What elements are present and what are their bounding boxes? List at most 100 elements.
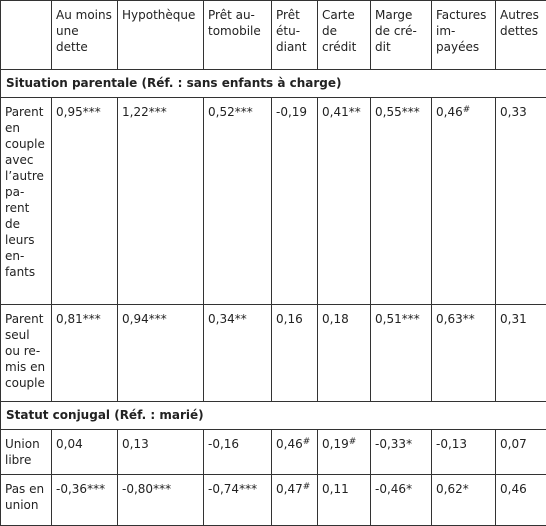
row-label: Parent seul ou re-mis en couple [0,304,52,402]
table-cell: 0,51*** [370,304,432,402]
significance-marker: *** [148,312,167,326]
table-cell: 0,94*** [117,304,204,402]
significance-marker: *** [239,482,258,496]
table-cell: 0,46# [271,429,318,475]
header-empty-cell [0,0,52,70]
table-cell: -0,80*** [117,474,204,526]
row-label: Parent en couple avec l’autre pa-rent de… [0,97,52,305]
cell-value: -0,13 [436,437,468,451]
significance-marker: *** [401,312,420,326]
cell-value: 0,55 [375,105,402,119]
table-cell: 0,46# [431,97,496,305]
cell-value: 0,46 [436,105,463,119]
cell-value: -0,36 [56,482,88,496]
significance-marker: # [302,482,311,492]
table-cell: -0,13 [431,429,496,475]
cell-value: 0,52 [208,105,235,119]
table-cell: 0,52*** [203,97,272,305]
table-cell: 0,46 [495,474,546,526]
table-row: Pas en union -0,36*** -0,80*** -0,74*** … [0,474,546,526]
cell-value: 0,19 [322,437,349,451]
table-cell: 1,22*** [117,97,204,305]
cell-value: 0,46 [500,482,527,496]
header-pret-etudiant: Prêt étu-diant [271,0,318,70]
table-cell: 0,13 [117,429,204,475]
cell-value: -0,16 [208,437,240,451]
header-hypotheque: Hypothèque [117,0,204,70]
cell-value: 0,94 [122,312,149,326]
table-cell: 0,81*** [51,304,118,402]
cell-value: 0,63 [436,312,463,326]
table-cell: 0,07 [495,429,546,475]
table-cell: 0,16 [271,304,318,402]
cell-value: 0,46 [276,437,303,451]
section-row: Situation parentale (Réf. : sans enfants… [0,69,546,98]
cell-value: 0,62 [436,482,463,496]
table-cell: 0,62* [431,474,496,526]
header-marge-de-credit: Marge de cré-dit [370,0,432,70]
table-cell: 0,18 [317,304,371,402]
significance-marker: * [406,437,413,451]
table-row: Parent en couple avec l’autre pa-rent de… [0,97,546,305]
cell-value: 0,18 [322,312,349,326]
table-cell: 0,55*** [370,97,432,305]
cell-value: 0,95 [56,105,83,119]
significance-marker: # [348,437,357,447]
table-row: Union libre 0,04 0,13 -0,16 0,46# 0,19# … [0,429,546,475]
significance-marker: # [462,105,471,115]
section-title-situation-parentale: Situation parentale (Réf. : sans enfants… [0,69,546,98]
header-pret-automobile: Prêt au-tomobile [203,0,272,70]
significance-marker: * [406,482,413,496]
significance-marker: *** [401,105,420,119]
table-cell: 0,63** [431,304,496,402]
significance-marker: ** [234,312,247,326]
table-cell: 0,95*** [51,97,118,305]
table-cell: 0,11 [317,474,371,526]
significance-marker: *** [82,312,101,326]
significance-marker: *** [82,105,101,119]
cell-value: 0,07 [500,437,527,451]
row-label: Union libre [0,429,52,475]
cell-value: -0,33 [375,437,407,451]
row-label: Pas en union [0,474,52,526]
cell-value: 0,04 [56,437,83,451]
table-row: Parent seul ou re-mis en couple 0,81*** … [0,304,546,402]
cell-value: -0,74 [208,482,240,496]
section-row: Statut conjugal (Réf. : marié) [0,401,546,430]
header-carte-de-credit: Carte de crédit [317,0,371,70]
significance-marker: ** [462,312,475,326]
table-cell: 0,41** [317,97,371,305]
cell-value: 0,16 [276,312,303,326]
header-autres-dettes: Autres dettes [495,0,546,70]
table-cell: -0,33* [370,429,432,475]
table-cell: -0,16 [203,429,272,475]
significance-marker: # [302,437,311,447]
cell-value: 0,41 [322,105,349,119]
cell-value: 1,22 [122,105,149,119]
cell-value: 0,81 [56,312,83,326]
significance-marker: *** [87,482,106,496]
table-cell: -0,46* [370,474,432,526]
table-cell: 0,33 [495,97,546,305]
table-cell: -0,74*** [203,474,272,526]
section-title-statut-conjugal: Statut conjugal (Réf. : marié) [0,401,546,430]
table-cell: 0,04 [51,429,118,475]
cell-value: -0,46 [375,482,407,496]
table-cell: 0,47# [271,474,318,526]
table-cell: 0,31 [495,304,546,402]
significance-marker: * [462,482,469,496]
header-row: Au moins une dette Hypothèque Prêt au-to… [0,0,546,70]
cell-value: -0,19 [276,105,308,119]
cell-value: 0,11 [322,482,349,496]
cell-value: 0,33 [500,105,527,119]
cell-value: 0,13 [122,437,149,451]
table-cell: -0,36*** [51,474,118,526]
header-factures-impayees: Factures im-payées [431,0,496,70]
header-au-moins-une-dette: Au moins une dette [51,0,118,70]
table-cell: -0,19 [271,97,318,305]
cell-value: 0,51 [375,312,402,326]
significance-marker: *** [234,105,253,119]
cell-value: -0,80 [122,482,154,496]
cell-value: 0,31 [500,312,527,326]
